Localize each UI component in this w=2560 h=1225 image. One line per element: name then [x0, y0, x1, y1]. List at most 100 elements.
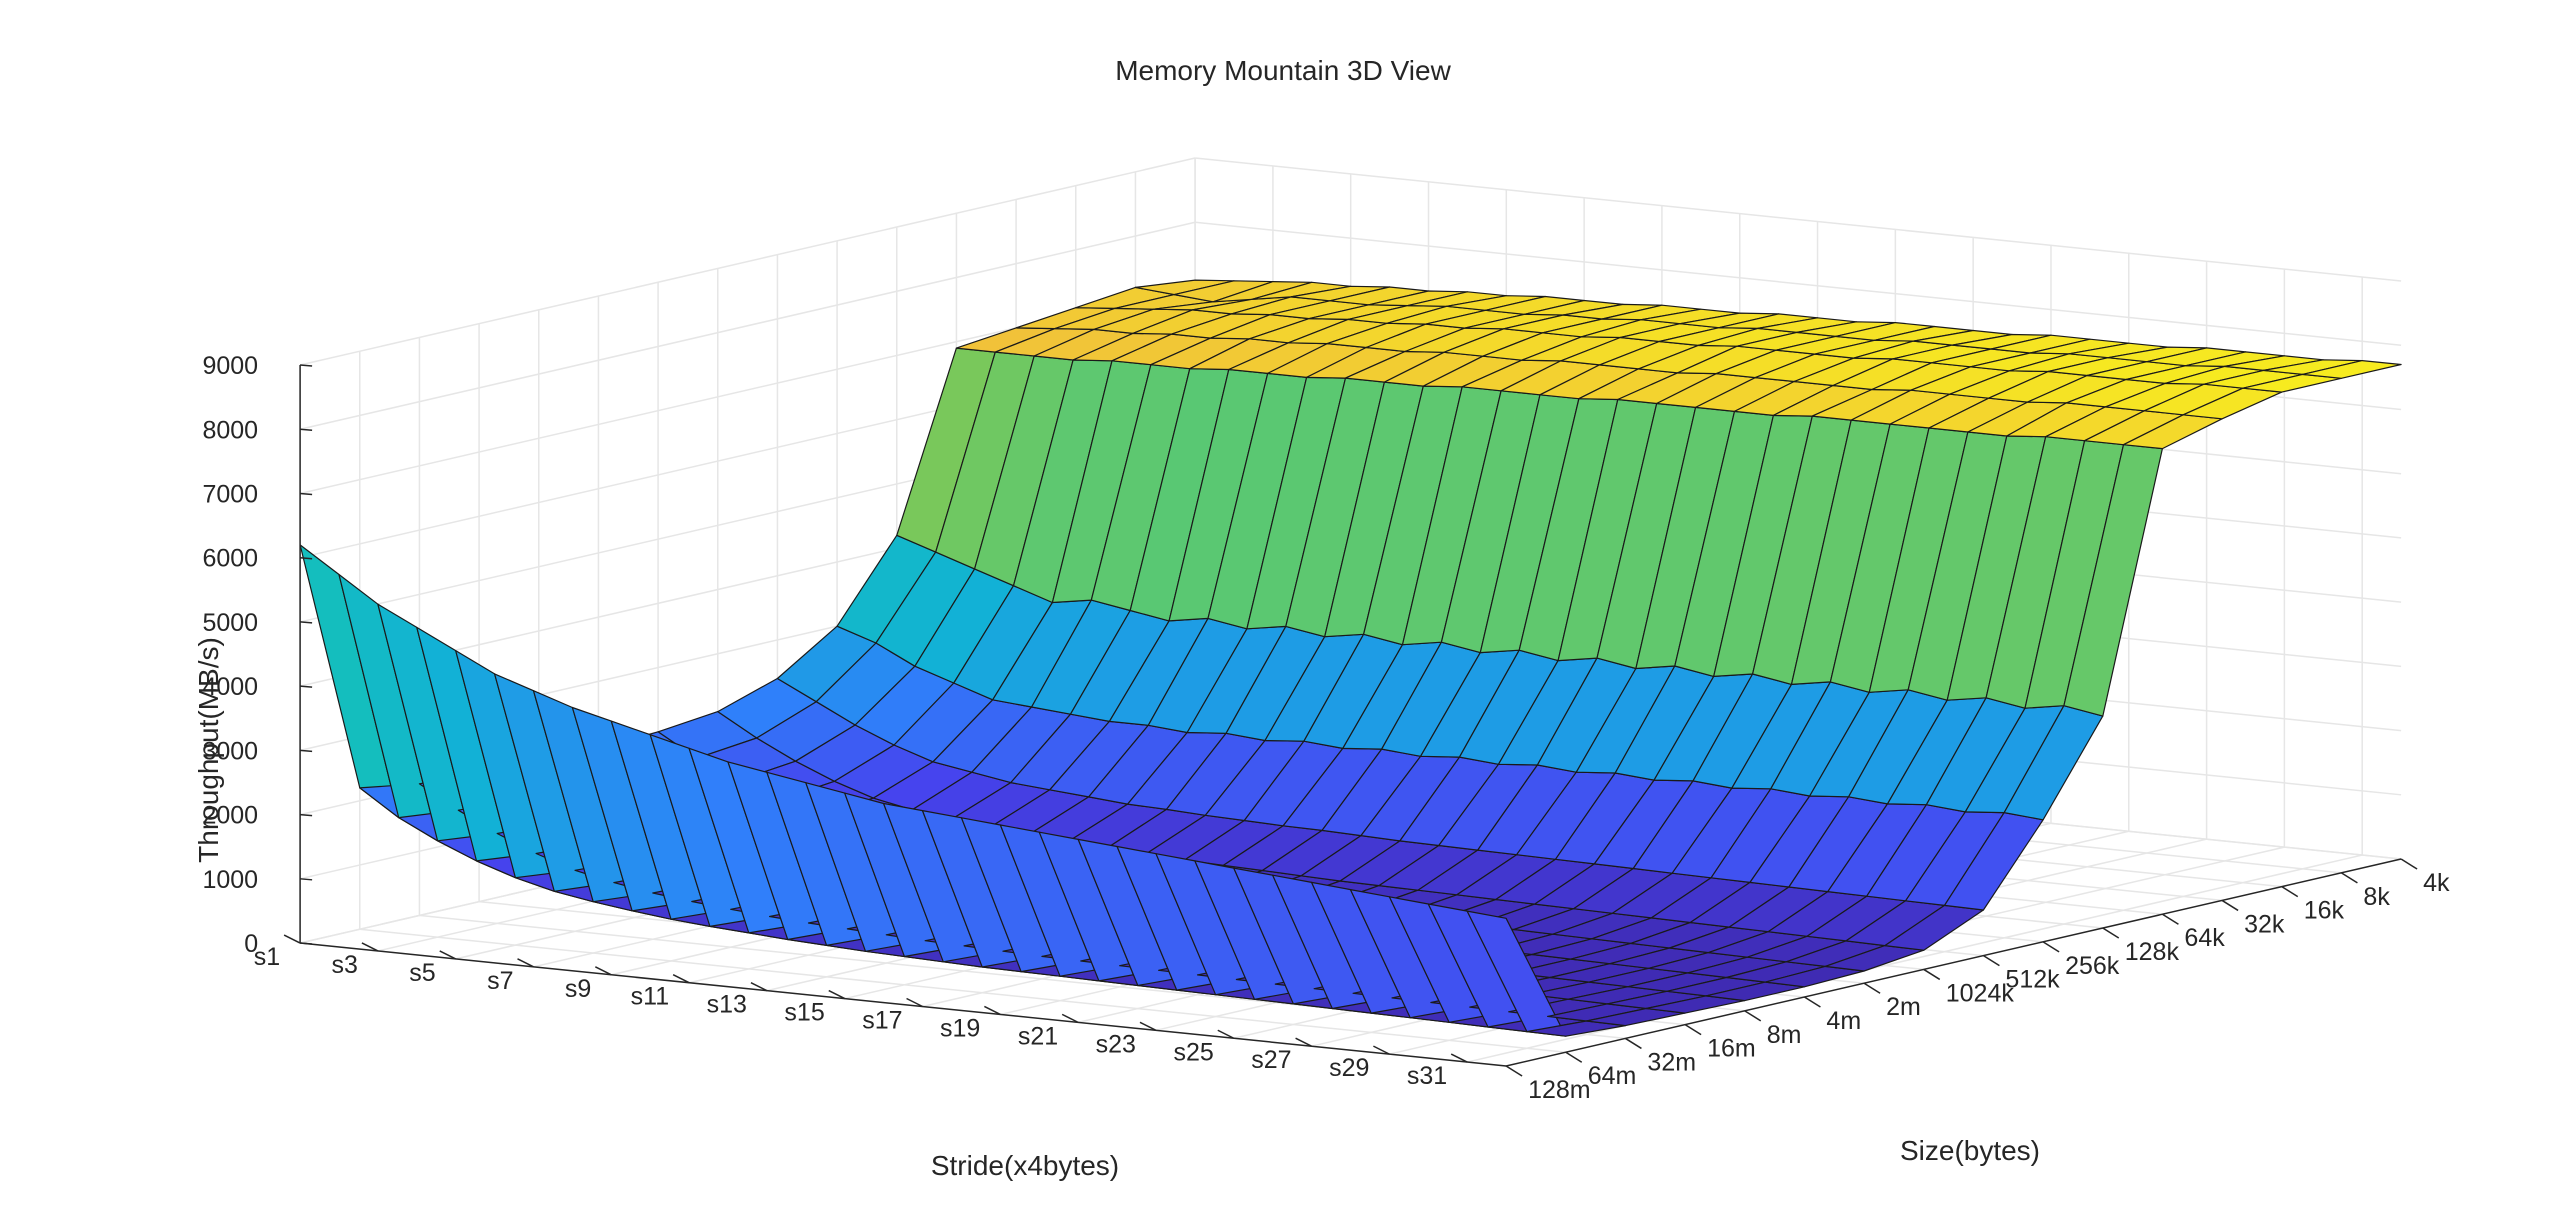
size-tick-label: 64m — [1588, 1062, 1637, 1090]
stride-tick-label: s23 — [1096, 1030, 1136, 1058]
z-tick-mark — [300, 492, 313, 496]
size-tick-mark — [2221, 899, 2239, 912]
stride-tick-mark — [1139, 1021, 1157, 1031]
stride-tick-mark — [1217, 1029, 1235, 1039]
wall-grid-line — [299, 157, 1196, 366]
z-tick-mark — [300, 685, 313, 688]
wall-grid-line — [1195, 221, 2402, 347]
stride-tick-mark — [1061, 1013, 1079, 1024]
size-tick-mark — [1565, 1051, 1583, 1063]
stride-tick-label: s3 — [331, 951, 357, 979]
size-tick-mark — [2400, 858, 2418, 870]
stride-tick-mark — [517, 958, 534, 968]
stride-tick-mark — [984, 1005, 1001, 1016]
size-tick-mark — [2102, 927, 2120, 939]
z-tick-label: 8000 — [202, 416, 258, 444]
stride-tick-label: s13 — [707, 991, 747, 1019]
size-tick-label: 32m — [1647, 1048, 1696, 1076]
z-tick-mark — [300, 621, 313, 624]
size-tick-mark — [1684, 1023, 1702, 1036]
floor-grid-line — [359, 928, 1566, 1053]
size-tick-mark — [2162, 913, 2179, 925]
stride-tick-label: s5 — [409, 959, 435, 987]
stride-tick-label: s31 — [1407, 1062, 1447, 1090]
z-tick-mark — [300, 813, 313, 817]
size-tick-label: 4m — [1826, 1007, 1861, 1035]
z-tick-label: 6000 — [202, 545, 258, 573]
z-tick-label: 2000 — [202, 802, 258, 830]
stride-tick-label: s21 — [1018, 1022, 1058, 1050]
size-tick-label: 512k — [2005, 966, 2060, 994]
chart-title: Memory Mountain 3D View — [1115, 55, 1451, 86]
size-tick-mark — [1804, 996, 1821, 1008]
size-tick-mark — [2341, 872, 2358, 884]
stride-tick-mark — [750, 981, 768, 992]
stride-tick-mark — [361, 942, 379, 952]
y-axis-title: Size(bytes) — [1900, 1135, 2040, 1166]
stride-tick-mark — [672, 974, 690, 984]
stride-tick-mark — [439, 950, 457, 960]
size-tick-mark — [2281, 885, 2299, 898]
size-tick-mark — [1505, 1065, 1523, 1077]
size-tick-mark — [2042, 941, 2060, 953]
wall-grid-line — [1195, 157, 2402, 282]
wall-grid-line — [299, 221, 1196, 430]
stride-tick-label: s11 — [631, 983, 669, 1011]
z-tick-mark — [300, 364, 313, 367]
z-tick-mark — [300, 749, 313, 753]
z-axis-title: Throughput(MB/s) — [193, 637, 224, 863]
size-tick-label: 16m — [1707, 1035, 1756, 1063]
size-tick-label: 4k — [2423, 869, 2450, 897]
size-tick-mark — [1863, 982, 1881, 994]
stride-tick-mark — [594, 966, 612, 976]
size-tick-mark — [1983, 954, 2000, 967]
stride-tick-label: s7 — [487, 967, 513, 995]
size-tick-mark — [1923, 968, 1941, 981]
z-tick-mark — [300, 942, 313, 945]
z-tick-mark — [300, 878, 313, 881]
stride-tick-label: s27 — [1251, 1046, 1291, 1074]
z-tick-mark — [300, 428, 313, 432]
axes-layer: s1 s3 s5 s7 s9 s11 s13 s15 s17 s19 s21 s23 s25 s27 s29… — [202, 352, 2450, 1104]
z-tick-label: 3000 — [202, 737, 258, 765]
stride-tick-label: s1 — [254, 943, 280, 971]
size-tick-mark — [1625, 1037, 1642, 1050]
z-tick-label: 5000 — [202, 609, 258, 637]
size-tick-label: 256k — [2065, 952, 2120, 980]
z-tick-label: 7000 — [202, 480, 258, 508]
size-tick-label: 8m — [1767, 1021, 1802, 1049]
stride-tick-mark — [1373, 1045, 1390, 1055]
size-axis-line — [1505, 858, 2402, 1067]
size-tick-label: 1024k — [1946, 979, 2015, 1007]
stride-tick-mark — [1295, 1037, 1312, 1047]
size-tick-label: 16k — [2304, 897, 2345, 925]
size-tick-label: 32k — [2244, 910, 2285, 938]
stride-tick-mark — [906, 997, 923, 1008]
stride-tick-mark — [828, 989, 846, 1000]
z-tick-label: 4000 — [202, 673, 258, 701]
size-tick-label: 64k — [2184, 924, 2225, 952]
x-axis-title: Stride(x4bytes) — [931, 1150, 1119, 1181]
size-tick-label: 8k — [2363, 883, 2390, 911]
z-tick-label: 0 — [244, 930, 258, 958]
stride-axis-line — [300, 942, 1507, 1067]
z-tick-label: 9000 — [202, 352, 258, 380]
stride-tick-label: s17 — [862, 1007, 902, 1035]
stride-tick-mark — [1450, 1053, 1468, 1063]
surface-layer — [299, 279, 2402, 1037]
stride-tick-label: s25 — [1173, 1038, 1213, 1066]
z-tick-label: 1000 — [202, 866, 258, 894]
stride-tick-label: s9 — [565, 975, 591, 1003]
stride-tick-mark — [283, 934, 301, 944]
size-tick-label: 128m — [1528, 1076, 1591, 1104]
stride-tick-label: s29 — [1329, 1054, 1369, 1082]
surface-patch — [2301, 360, 2402, 379]
z-tick-mark — [300, 556, 313, 560]
size-tick-label: 2m — [1886, 993, 1921, 1021]
size-tick-label: 128k — [2125, 938, 2180, 966]
stride-tick-label: s19 — [940, 1014, 980, 1042]
size-tick-mark — [1744, 1010, 1762, 1022]
stride-tick-label: s15 — [784, 999, 824, 1027]
